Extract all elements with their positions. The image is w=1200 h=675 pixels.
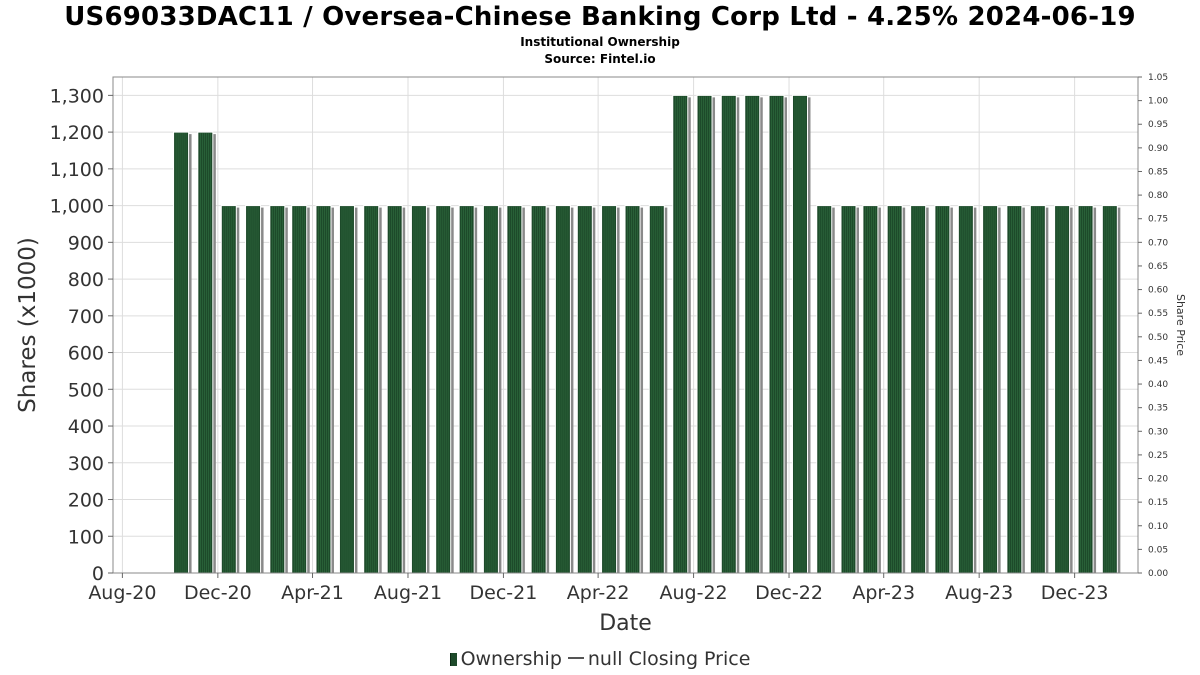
y-tick-label: 300	[68, 453, 104, 475]
y-tick-label: 0	[92, 563, 104, 585]
y2-tick-label: 0.15	[1148, 498, 1168, 508]
y-tick-label: 100	[68, 526, 104, 548]
y2-tick-label: 0.55	[1148, 309, 1168, 319]
chart-title: US69033DAC11 / Oversea-Chinese Banking C…	[64, 2, 1136, 32]
chart-subtitle: Institutional Ownership	[520, 35, 680, 49]
y2-axis-title: Share Price	[1174, 294, 1187, 356]
y-tick-label: 200	[68, 490, 104, 512]
y2-tick-label: 0.10	[1148, 522, 1168, 532]
y2-tick-label: 0.70	[1148, 238, 1168, 248]
x-tick-label: Dec-21	[470, 582, 538, 604]
x-tick-label: Apr-23	[852, 582, 915, 604]
y2-tick-label: 0.60	[1148, 286, 1168, 296]
y-tick-label: 900	[68, 232, 104, 254]
y2-tick-label: 0.50	[1148, 333, 1168, 343]
y2-tick-label: 0.35	[1148, 404, 1168, 414]
y-tick-label: 400	[68, 416, 104, 438]
y2-tick-label: 0.95	[1148, 120, 1168, 130]
legend-ownership-label: Ownership	[460, 648, 562, 670]
y-tick-label: 1,100	[50, 159, 104, 181]
x-tick-label: Aug-20	[88, 582, 156, 604]
y2-tick-label: 0.45	[1148, 356, 1168, 366]
y2-tick-label: 1.00	[1148, 97, 1168, 107]
chart-legend: Ownership null Closing Price	[0, 648, 1200, 670]
y-axis-title: Shares (x1000)	[15, 237, 41, 413]
y-tick-label: 1,200	[50, 122, 104, 144]
x-tick-label: Apr-21	[281, 582, 344, 604]
y2-tick-label: 0.20	[1148, 475, 1168, 485]
y2-tick-label: 0.00	[1148, 569, 1168, 579]
legend-closing-price-label: null Closing Price	[587, 648, 751, 670]
y-tick-label: 1,300	[50, 85, 104, 107]
x-tick-label: Dec-22	[755, 582, 823, 604]
x-tick-label: Dec-23	[1041, 582, 1109, 604]
y2-tick-label: 1.05	[1148, 73, 1168, 83]
plot-frame	[112, 76, 1139, 574]
y2-tick-label: 0.40	[1148, 380, 1168, 390]
y2-tick-label: 0.25	[1148, 451, 1168, 461]
y2-tick-label: 0.65	[1148, 262, 1168, 272]
x-tick-label: Aug-23	[945, 582, 1013, 604]
x-tick-label: Aug-22	[660, 582, 728, 604]
y2-tick-label: 0.30	[1148, 427, 1168, 437]
y2-tick-label: 0.90	[1148, 144, 1168, 154]
y-tick-label: 700	[68, 306, 104, 328]
x-tick-label: Aug-21	[374, 582, 442, 604]
x-axis-title: Date	[599, 611, 652, 636]
y-tick-label: 500	[68, 379, 104, 401]
y-tick-label: 1,000	[50, 196, 104, 218]
y-tick-label: 600	[68, 343, 104, 365]
y2-tick-label: 0.85	[1148, 167, 1168, 177]
chart-source: Source: Fintel.io	[544, 52, 656, 66]
y2-tick-label: 0.75	[1148, 215, 1168, 225]
y2-tick-label: 0.05	[1148, 545, 1168, 555]
y-tick-label: 800	[68, 269, 104, 291]
y2-tick-label: 0.80	[1148, 191, 1168, 201]
x-tick-label: Dec-20	[184, 582, 252, 604]
x-tick-label: Apr-22	[567, 582, 630, 604]
ownership-legend-swatch	[449, 653, 457, 666]
closing-price-legend-swatch	[567, 657, 584, 659]
